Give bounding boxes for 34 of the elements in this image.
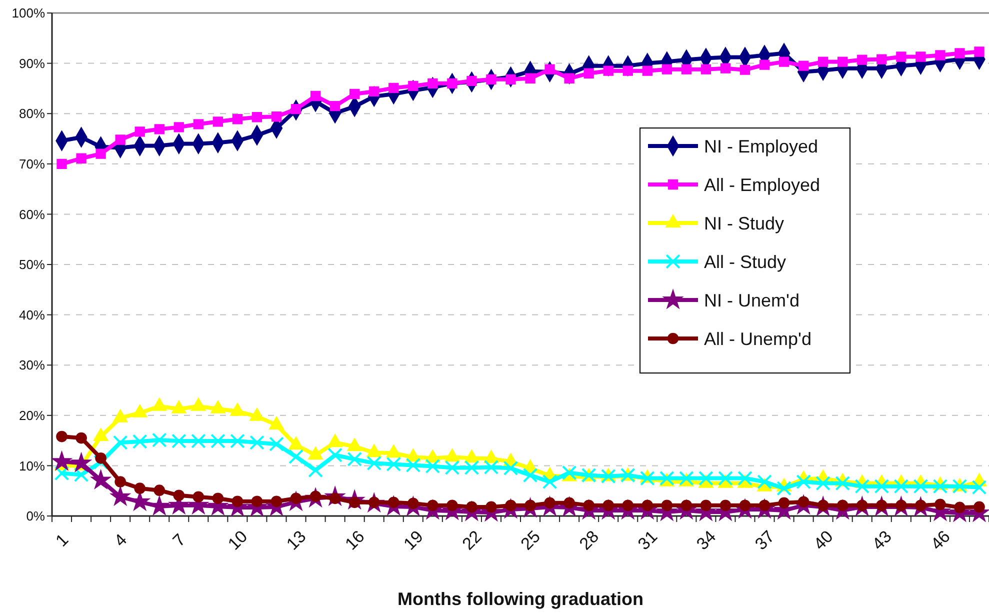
legend-label: NI - Employed (704, 136, 818, 156)
y-tick-label: 60% (18, 206, 46, 222)
x-tick-label: 16 (341, 526, 368, 554)
y-tick-label: 80% (18, 106, 46, 122)
x-tick-label: 40 (810, 526, 837, 554)
y-tick-label: 50% (18, 257, 46, 272)
x-tick-label: 31 (634, 526, 662, 554)
x-tick-label: 10 (224, 526, 252, 554)
y-tick-label: 0% (26, 508, 46, 524)
x-axis-title: Months following graduation (398, 589, 644, 609)
legend-label: All - Unemp'd (704, 328, 812, 349)
x-tick-label: 37 (751, 526, 778, 554)
x-tick-label: 22 (458, 526, 486, 554)
x-tick-label: 34 (692, 526, 720, 554)
x-tick-label: 19 (400, 526, 427, 554)
x-tick-label: 13 (282, 526, 310, 554)
legend-label: All - Employed (704, 174, 820, 195)
y-tick-label: 10% (18, 458, 46, 474)
x-tick-label: 4 (110, 530, 131, 550)
y-tick-label: 100% (12, 6, 46, 21)
x-tick-label: 25 (517, 526, 544, 554)
y-tick-label: 70% (18, 156, 46, 172)
x-tick-label: 1 (52, 530, 72, 550)
x-tick-label: 7 (169, 530, 190, 550)
x-tick-label: 46 (927, 526, 954, 554)
y-tick-label: 20% (18, 408, 46, 423)
y-tick-label: 90% (18, 56, 46, 71)
legend-label: NI - Unem'd (704, 290, 800, 310)
legend-label: NI - Study (704, 213, 784, 234)
x-tick-label: 28 (576, 526, 603, 554)
y-tick-label: 30% (18, 358, 46, 373)
x-tick-label: 43 (868, 526, 896, 554)
legend-label: All - Study (704, 252, 786, 272)
y-tick-label: 40% (18, 307, 46, 322)
